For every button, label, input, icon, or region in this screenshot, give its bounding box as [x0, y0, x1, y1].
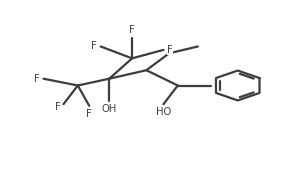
Text: F: F: [167, 45, 173, 55]
Text: F: F: [55, 102, 61, 112]
Text: F: F: [92, 42, 97, 51]
Text: F: F: [86, 109, 92, 119]
Text: F: F: [129, 25, 135, 35]
Text: HO: HO: [156, 107, 171, 117]
Text: F: F: [34, 74, 40, 84]
Text: OH: OH: [102, 104, 117, 114]
